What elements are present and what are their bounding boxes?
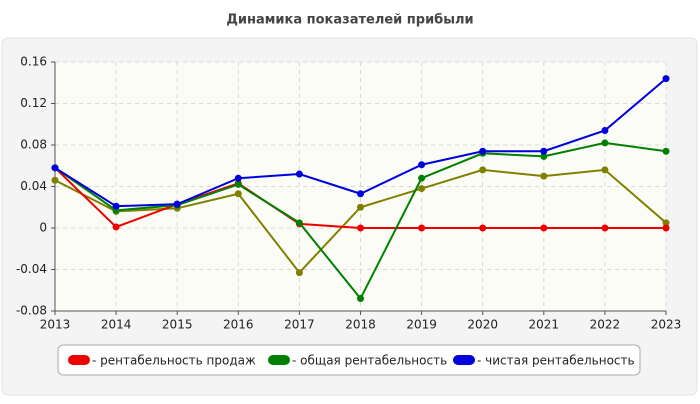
data-point [662,219,670,227]
data-point [234,190,242,198]
data-point [112,223,120,231]
x-tick-label: 2015 [162,318,193,332]
y-tick-label: 0.04 [20,179,47,193]
legend-label: - общая рентабельность [292,354,447,368]
x-tick-label: 2021 [529,318,560,332]
data-point [357,203,364,211]
data-point [357,224,364,232]
y-tick-label: -0.04 [16,262,47,276]
data-point [295,219,303,227]
data-point [51,164,59,172]
data-point [662,147,670,155]
x-tick-label: 2014 [101,318,132,332]
data-point [479,166,487,174]
x-tick-label: 2023 [651,318,682,332]
data-point [601,224,609,232]
chart-title: Динамика показателей прибыли [226,13,473,28]
data-point [601,139,609,147]
legend-swatch [68,355,90,365]
y-tick-label: 0 [39,221,47,235]
x-tick-label: 2020 [467,318,498,332]
data-point [601,166,609,174]
data-point [418,224,426,232]
data-point [601,126,609,134]
data-point [357,295,364,303]
data-point [234,174,242,182]
legend-label: - рентабельность продаж [92,354,256,368]
data-point [112,202,120,210]
data-point [540,224,548,232]
data-point [418,174,426,182]
legend-label: - чистая рентабельность [477,354,635,368]
data-point [662,224,670,232]
data-point [173,200,181,208]
y-tick-label: 0.12 [20,96,47,110]
x-tick-label: 2016 [223,318,254,332]
data-point [540,152,548,160]
y-tick-label: 0.08 [20,138,47,152]
y-tick-label: 0.16 [20,55,47,69]
data-point [540,147,548,155]
data-point [51,176,59,184]
x-tick-label: 2022 [590,318,621,332]
data-point [662,75,670,83]
data-point [295,170,303,178]
data-point [479,224,487,232]
data-point [295,269,303,277]
x-tick-label: 2019 [406,318,437,332]
data-point [418,185,426,193]
data-point [234,180,242,188]
legend-swatch [268,355,290,365]
x-tick-label: 2013 [40,318,71,332]
data-point [418,161,426,169]
legend [57,344,641,376]
data-point [479,147,487,155]
x-tick-label: 2018 [345,318,376,332]
x-tick-label: 2017 [284,318,315,332]
data-point [357,190,364,198]
legend-swatch [453,355,475,365]
y-tick-label: -0.08 [16,304,47,318]
data-point [540,172,548,180]
